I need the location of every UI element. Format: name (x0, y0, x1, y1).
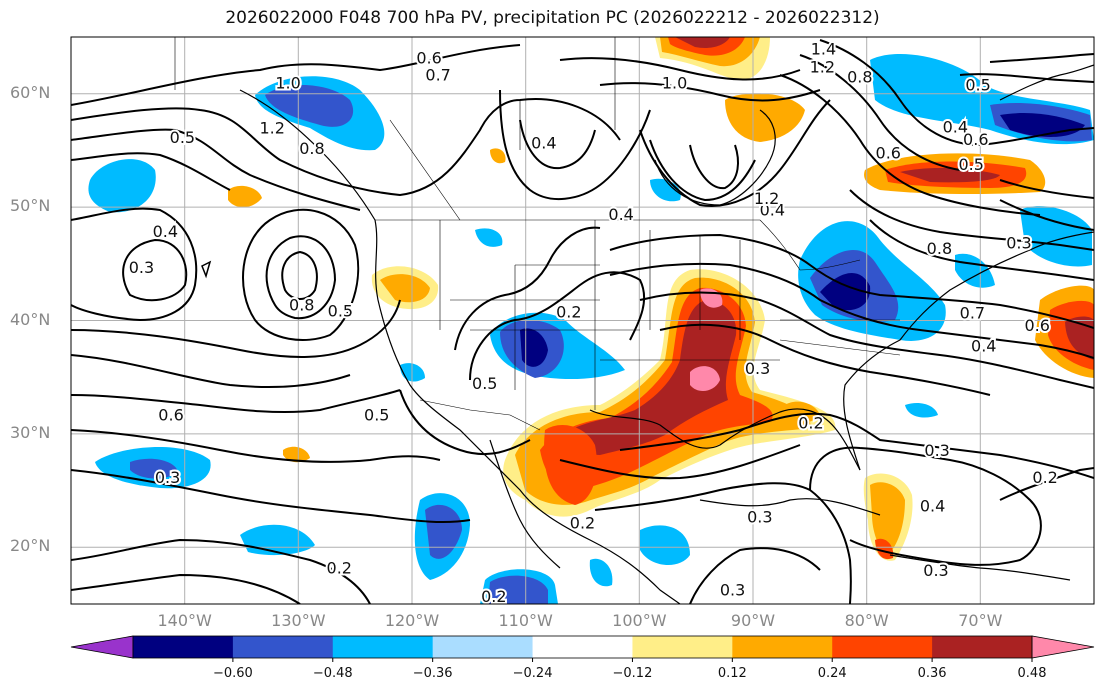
lon-label: 120°W (384, 611, 440, 630)
contour-label: 1.4 (811, 39, 836, 58)
contour-label: 0.3 (720, 580, 745, 599)
contour-label: 1.2 (754, 189, 779, 208)
lon-label: 110°W (498, 611, 553, 630)
contour-label: 0.5 (364, 406, 389, 425)
colorbar-tick-label: −0.24 (512, 666, 553, 681)
colorbar-tick-label: 0.48 (1017, 666, 1047, 681)
contour-label: 0.5 (170, 128, 195, 147)
contour-label: 0.3 (155, 468, 180, 487)
lon-label: 130°W (271, 611, 326, 630)
pv-contours (71, 39, 1094, 604)
colorbar-tick-label: −0.60 (212, 666, 253, 681)
contour-label: 0.2 (327, 559, 352, 578)
lon-label: 90°W (730, 611, 776, 630)
contour-label: 0.7 (960, 304, 985, 323)
contour-label: 0.5 (328, 301, 353, 320)
contour-label: 0.4 (943, 118, 968, 137)
contour-label: 1.2 (259, 119, 284, 138)
contour-label: 0.8 (299, 139, 324, 158)
contour-label: 0.8 (289, 296, 314, 315)
lat-label: 60°N (10, 82, 51, 102)
lat-label: 30°N (10, 422, 51, 442)
contour-label: 0.2 (798, 414, 823, 433)
contour-label: 0.5 (959, 155, 984, 174)
contour-label: 0.4 (760, 200, 785, 219)
contour-label: 0.2 (556, 302, 581, 321)
lat-label: 50°N (10, 196, 51, 216)
contour-label: 0.2 (570, 513, 595, 532)
contour-label: 0.2 (481, 587, 506, 606)
lon-label: 70°W (958, 611, 1003, 630)
lon-label: 80°W (844, 611, 889, 630)
lat-label: 40°N (10, 309, 51, 329)
contour-label: 0.3 (129, 258, 154, 277)
contour-label: 0.5 (472, 374, 497, 393)
contour-label: 0.7 (425, 65, 450, 84)
colorbar-tick-label: 0.24 (817, 666, 847, 681)
contour-label: 0.6 (876, 144, 901, 163)
colorbar-tick-label: −0.12 (612, 666, 653, 681)
map-title: 2026022000 F048 700 hPa PV, precipitatio… (225, 8, 880, 28)
contour-label: 0.3 (747, 508, 772, 527)
contour-label: 0.6 (416, 48, 441, 67)
colorbar-tick-label: −0.48 (312, 666, 353, 681)
contour-label: 1.2 (810, 57, 835, 76)
contour-label: 0.4 (531, 133, 556, 152)
map-frame (70, 36, 1095, 605)
contour-label: 0.8 (847, 68, 872, 87)
contour-label: 0.8 (927, 239, 952, 258)
lon-label: 100°W (612, 611, 667, 630)
contour-label: 1.0 (275, 73, 300, 92)
contour-label: 0.6 (963, 130, 988, 149)
contour-label: 0.6 (158, 406, 183, 425)
precip-shading (88, 37, 1094, 604)
colorbar-tick-label: −0.36 (412, 666, 453, 681)
lon-label: 140°W (157, 611, 212, 630)
contour-label: 0.4 (971, 336, 996, 355)
contour-label: 0.4 (153, 222, 178, 241)
contour-label: 0.4 (608, 205, 633, 224)
contour-label: 0.3 (745, 359, 770, 378)
contour-label: 0.4 (920, 496, 945, 515)
lat-label: 20°N (10, 536, 51, 556)
colorbar-tick-label: 0.36 (917, 666, 947, 681)
contour-label: 0.3 (923, 561, 948, 580)
contour-labels: 0.60.71.01.20.80.50.40.30.8 0.50.6 0.50.30… (127, 37, 1060, 606)
contour-label: 0.5 (965, 76, 990, 95)
contour-label: 0.2 (1032, 468, 1057, 487)
contour-label: 1.0 (662, 73, 687, 92)
contour-label: 0.3 (1006, 233, 1031, 252)
colorbar-tick-label: 0.12 (717, 666, 747, 681)
contour-label: 0.6 (1024, 316, 1049, 335)
contour-label: 0.3 (924, 441, 949, 460)
